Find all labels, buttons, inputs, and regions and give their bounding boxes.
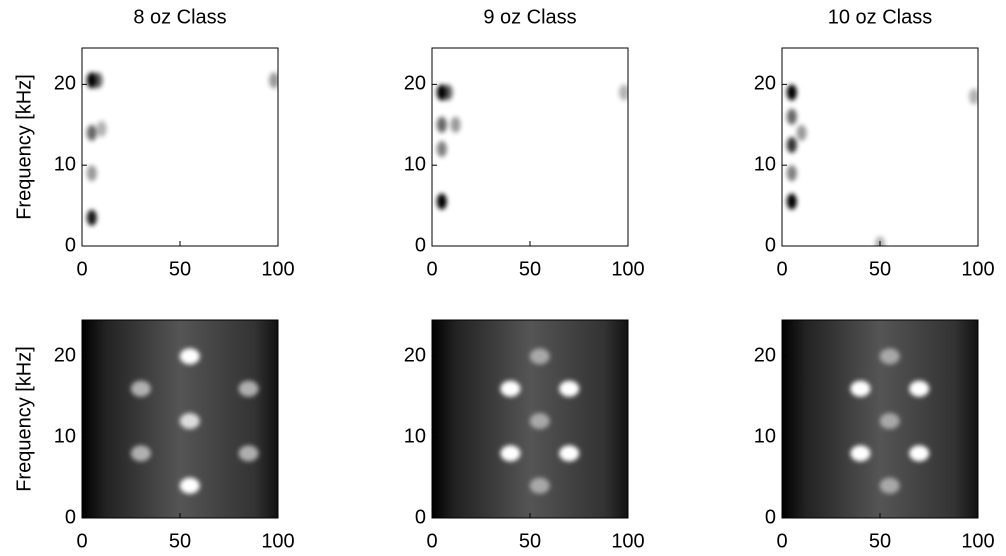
x-tick-label: 50 bbox=[519, 258, 541, 280]
bright-spot bbox=[559, 445, 579, 461]
x-tick-label: 0 bbox=[426, 258, 437, 280]
background bbox=[782, 48, 978, 246]
x-tick-label: 100 bbox=[611, 530, 644, 552]
x-tick-label: 100 bbox=[961, 258, 994, 280]
bright-spot bbox=[530, 348, 550, 364]
y-tick-label: 0 bbox=[65, 234, 76, 256]
background bbox=[82, 48, 278, 246]
bright-spot bbox=[180, 413, 200, 429]
plot-area bbox=[432, 48, 629, 246]
dark-spot bbox=[797, 125, 807, 141]
y-tick-label: 10 bbox=[754, 153, 776, 175]
x-tick-label: 0 bbox=[76, 258, 87, 280]
y-tick-label: 20 bbox=[754, 345, 776, 367]
x-tick-label: 0 bbox=[776, 530, 787, 552]
x-tick-label: 0 bbox=[426, 530, 437, 552]
x-tick-label: 50 bbox=[519, 530, 541, 552]
dark-spot bbox=[87, 165, 97, 181]
bright-spot bbox=[239, 445, 259, 461]
y-tick-label: 20 bbox=[754, 73, 776, 95]
dark-spot bbox=[451, 117, 461, 133]
background bbox=[82, 320, 278, 518]
dark-spot bbox=[787, 84, 797, 100]
bright-spot bbox=[850, 381, 870, 397]
dark-spot bbox=[93, 72, 103, 88]
x-tick-label: 100 bbox=[261, 258, 294, 280]
bright-spot bbox=[500, 445, 520, 461]
bright-spot bbox=[880, 348, 900, 364]
plot-area bbox=[782, 48, 979, 252]
x-tick-label: 100 bbox=[961, 530, 994, 552]
figure: 8 oz ClassFrequency [kHz]050100010209 oz… bbox=[0, 0, 1006, 556]
y-tick-label: 10 bbox=[54, 153, 76, 175]
x-tick-label: 0 bbox=[776, 258, 787, 280]
y-tick-label: 10 bbox=[754, 425, 776, 447]
dark-spot bbox=[443, 84, 453, 100]
dark-spot bbox=[97, 121, 107, 137]
bright-spot bbox=[239, 381, 259, 397]
bright-spot bbox=[909, 445, 929, 461]
x-tick-label: 100 bbox=[261, 530, 294, 552]
plot-area bbox=[782, 320, 978, 518]
x-tick-label: 100 bbox=[611, 258, 644, 280]
panel-title: 10 oz Class bbox=[828, 6, 933, 28]
bright-spot bbox=[559, 381, 579, 397]
dark-spot bbox=[437, 117, 447, 133]
y-tick-label: 20 bbox=[404, 345, 426, 367]
plot-area bbox=[432, 320, 628, 518]
bright-spot bbox=[131, 381, 151, 397]
y-tick-label: 0 bbox=[415, 234, 426, 256]
dark-spot bbox=[87, 125, 97, 141]
dark-spot bbox=[437, 194, 447, 210]
plot-area bbox=[82, 48, 279, 246]
panel-title: 8 oz Class bbox=[133, 6, 226, 28]
y-tick-label: 10 bbox=[404, 425, 426, 447]
y-tick-label: 20 bbox=[404, 73, 426, 95]
bright-spot bbox=[180, 348, 200, 364]
y-tick-label: 10 bbox=[54, 425, 76, 447]
dark-spot bbox=[787, 194, 797, 210]
y-tick-label: 20 bbox=[54, 73, 76, 95]
x-tick-label: 50 bbox=[169, 258, 191, 280]
y-tick-label: 0 bbox=[65, 506, 76, 528]
bright-spot bbox=[909, 381, 929, 397]
dark-spot bbox=[787, 165, 797, 181]
bright-spot bbox=[500, 381, 520, 397]
background bbox=[432, 320, 628, 518]
dark-spot bbox=[437, 141, 447, 157]
background bbox=[782, 320, 978, 518]
y-axis-label: Frequency [kHz] bbox=[13, 74, 35, 220]
background bbox=[432, 48, 628, 246]
x-tick-label: 0 bbox=[76, 530, 87, 552]
x-tick-label: 50 bbox=[169, 530, 191, 552]
x-tick-label: 50 bbox=[869, 258, 891, 280]
y-tick-label: 0 bbox=[415, 506, 426, 528]
dark-spot bbox=[87, 210, 97, 226]
bright-spot bbox=[880, 413, 900, 429]
bright-spot bbox=[880, 478, 900, 494]
plot-area bbox=[82, 320, 278, 518]
y-tick-label: 0 bbox=[765, 234, 776, 256]
bright-spot bbox=[180, 478, 200, 494]
x-tick-label: 50 bbox=[869, 530, 891, 552]
y-axis-label: Frequency [kHz] bbox=[13, 346, 35, 492]
panel-title: 9 oz Class bbox=[483, 6, 576, 28]
y-tick-label: 0 bbox=[765, 506, 776, 528]
y-tick-label: 10 bbox=[404, 153, 426, 175]
dark-spot bbox=[787, 137, 797, 153]
bright-spot bbox=[530, 478, 550, 494]
bright-spot bbox=[850, 445, 870, 461]
bright-spot bbox=[131, 445, 151, 461]
bright-spot bbox=[530, 413, 550, 429]
dark-spot bbox=[787, 109, 797, 125]
y-tick-label: 20 bbox=[54, 345, 76, 367]
